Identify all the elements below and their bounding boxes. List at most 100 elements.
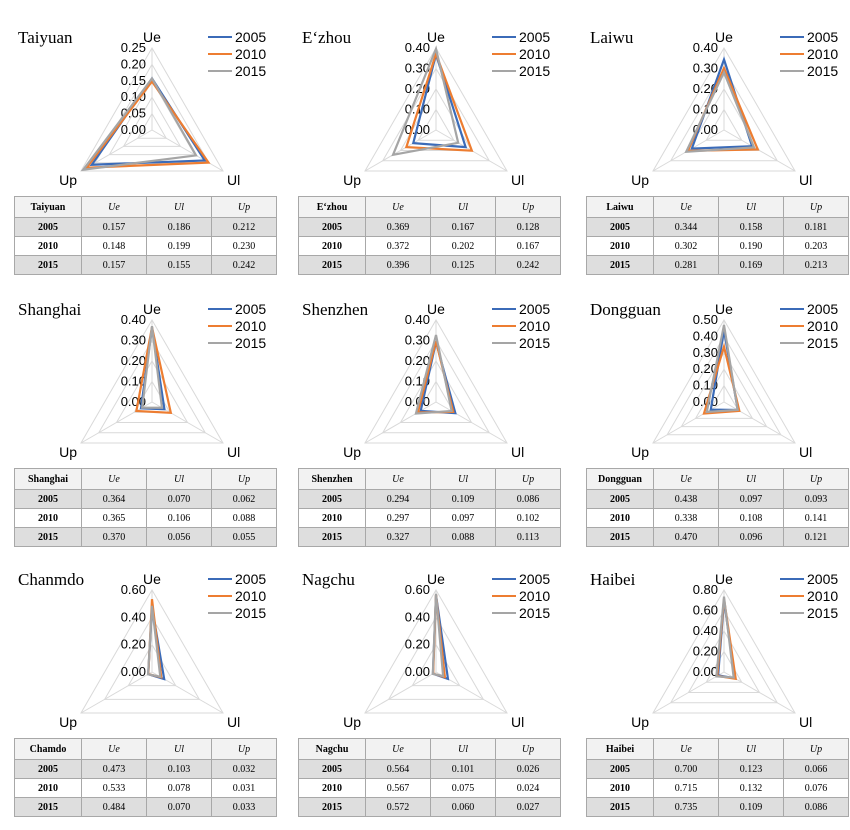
legend-label: 2010 xyxy=(807,587,839,604)
table-value-cell: 0.086 xyxy=(495,489,561,509)
axis-label-up: Up xyxy=(631,714,649,730)
table-column-header: Up xyxy=(495,468,561,490)
table-row: 2005 0.564 0.101 0.026 xyxy=(298,759,561,779)
table-column-header: Ul xyxy=(718,468,784,490)
legend-label: 2015 xyxy=(807,604,839,621)
table-value-cell: 0.212 xyxy=(211,217,277,237)
legend-item: 2015 xyxy=(208,604,266,621)
table-year-cell: 2010 xyxy=(586,508,654,528)
series-line-2015 xyxy=(80,76,198,172)
table-column-header: Up xyxy=(495,738,561,760)
legend-swatch xyxy=(208,577,232,580)
legend-item: 2005 xyxy=(780,300,838,317)
table-value-cell: 0.715 xyxy=(653,778,719,798)
legend-item: 2010 xyxy=(492,587,550,604)
legend-label: 2010 xyxy=(235,317,267,334)
data-table: Shenzhen Ue Ul Up 2005 0.294 0.109 0.086 2010 0.2… xyxy=(298,468,561,547)
table-value-cell: 0.157 xyxy=(81,255,147,275)
table-value-cell: 0.213 xyxy=(783,255,849,275)
table-value-cell: 0.024 xyxy=(495,778,561,798)
grid-ring xyxy=(687,629,761,693)
legend-item: 2005 xyxy=(780,570,838,587)
table-year-cell: 2010 xyxy=(14,508,82,528)
table-value-cell: 0.103 xyxy=(146,759,212,779)
table-row: 2005 0.344 0.158 0.181 xyxy=(586,217,849,237)
tick-label: 0.40 xyxy=(405,40,430,55)
legend-label: 2005 xyxy=(807,570,839,587)
table-column-header: Ul xyxy=(146,738,212,760)
axis-label-up: Up xyxy=(59,444,77,460)
legend-swatch xyxy=(208,611,232,614)
table-value-cell: 0.438 xyxy=(653,489,719,509)
axis-spoke xyxy=(723,129,796,172)
table-year-cell: 2005 xyxy=(14,217,82,237)
axis-label-ue: Ue xyxy=(427,29,445,45)
axis-spoke xyxy=(364,401,437,444)
series-line-2015 xyxy=(684,69,756,154)
legend-label: 2010 xyxy=(519,45,551,62)
legend-swatch xyxy=(208,594,232,597)
chart-title: Nagchu xyxy=(302,570,355,589)
legend: 2005 2010 2015 xyxy=(208,570,266,621)
table-row: 2015 0.396 0.125 0.242 xyxy=(298,255,561,275)
table-column-header: Ul xyxy=(146,196,212,218)
table-value-cell: 0.700 xyxy=(653,759,719,779)
city-panel: Laiwu 0.40 0.30 0.20 0.10 0.00 Ue Ul Up 2005 2010 2… xyxy=(584,20,850,288)
table-year-cell: 2010 xyxy=(298,508,366,528)
tick-label: 0.20 xyxy=(405,353,430,368)
table-value-cell: 0.242 xyxy=(495,255,561,275)
grid-ring xyxy=(705,108,743,141)
chart-title: Haibei xyxy=(590,570,636,589)
axis-label-ul: Ul xyxy=(227,172,240,188)
tick-label: 0.50 xyxy=(693,312,718,327)
table-column-header: Ue xyxy=(81,196,147,218)
legend-label: 2015 xyxy=(235,604,267,621)
table-value-cell: 0.567 xyxy=(365,778,431,798)
legend-swatch xyxy=(780,69,804,72)
axis-label-ul: Ul xyxy=(511,172,524,188)
axis-label-ue: Ue xyxy=(143,29,161,45)
axis-label-ul: Ul xyxy=(799,172,812,188)
chart-title: Shanghai xyxy=(18,300,82,319)
table-value-cell: 0.169 xyxy=(718,255,784,275)
tick-label: 0.20 xyxy=(121,56,146,71)
table-year-cell: 2005 xyxy=(298,489,366,509)
table-city-header: Dongguan xyxy=(586,468,654,490)
table-value-cell: 0.121 xyxy=(783,527,849,547)
radar-chart: 0.80 0.60 0.40 0.20 0.00 Ue Ul Up xyxy=(631,571,812,730)
table-value-cell: 0.297 xyxy=(365,508,431,528)
axis-label-up: Up xyxy=(343,172,361,188)
radar-chart: 0.250.20 0.150.10 0.050.00 Ue Ul Up xyxy=(59,29,240,188)
table-value-cell: 0.106 xyxy=(146,508,212,528)
table-value-cell: 0.294 xyxy=(365,489,431,509)
table-value-cell: 0.190 xyxy=(718,236,784,256)
table-value-cell: 0.056 xyxy=(146,527,212,547)
chart-title: Dongguan xyxy=(590,300,661,319)
table-row: 2010 0.338 0.108 0.141 xyxy=(586,508,849,528)
table-year-cell: 2015 xyxy=(298,797,366,817)
grid-ring xyxy=(115,359,189,423)
table-value-cell: 0.026 xyxy=(495,759,561,779)
legend-item: 2015 xyxy=(208,334,266,351)
table-value-cell: 0.060 xyxy=(430,797,496,817)
tick-label: 0.30 xyxy=(405,61,430,76)
axis-label-ue: Ue xyxy=(143,301,161,317)
legend-swatch xyxy=(780,341,804,344)
table-value-cell: 0.055 xyxy=(211,527,277,547)
table-row: 2015 0.484 0.070 0.033 xyxy=(14,797,277,817)
table-value-cell: 0.155 xyxy=(146,255,212,275)
data-table: E‘zhou Ue Ul Up 2005 0.369 0.167 0.128 2010 0.372… xyxy=(298,196,561,275)
table-row: 2010 0.302 0.190 0.203 xyxy=(586,236,849,256)
table-city-header: Chamdo xyxy=(14,738,82,760)
legend-swatch xyxy=(208,324,232,327)
table-column-header: Ul xyxy=(430,196,496,218)
table-city-header: Haibei xyxy=(586,738,654,760)
legend-swatch xyxy=(492,341,516,344)
grid-ring xyxy=(652,47,796,172)
axis-label-ue: Ue xyxy=(715,29,733,45)
table-row: 2015 0.572 0.060 0.027 xyxy=(298,797,561,817)
legend-swatch xyxy=(780,307,804,310)
grid-ring xyxy=(666,335,782,436)
